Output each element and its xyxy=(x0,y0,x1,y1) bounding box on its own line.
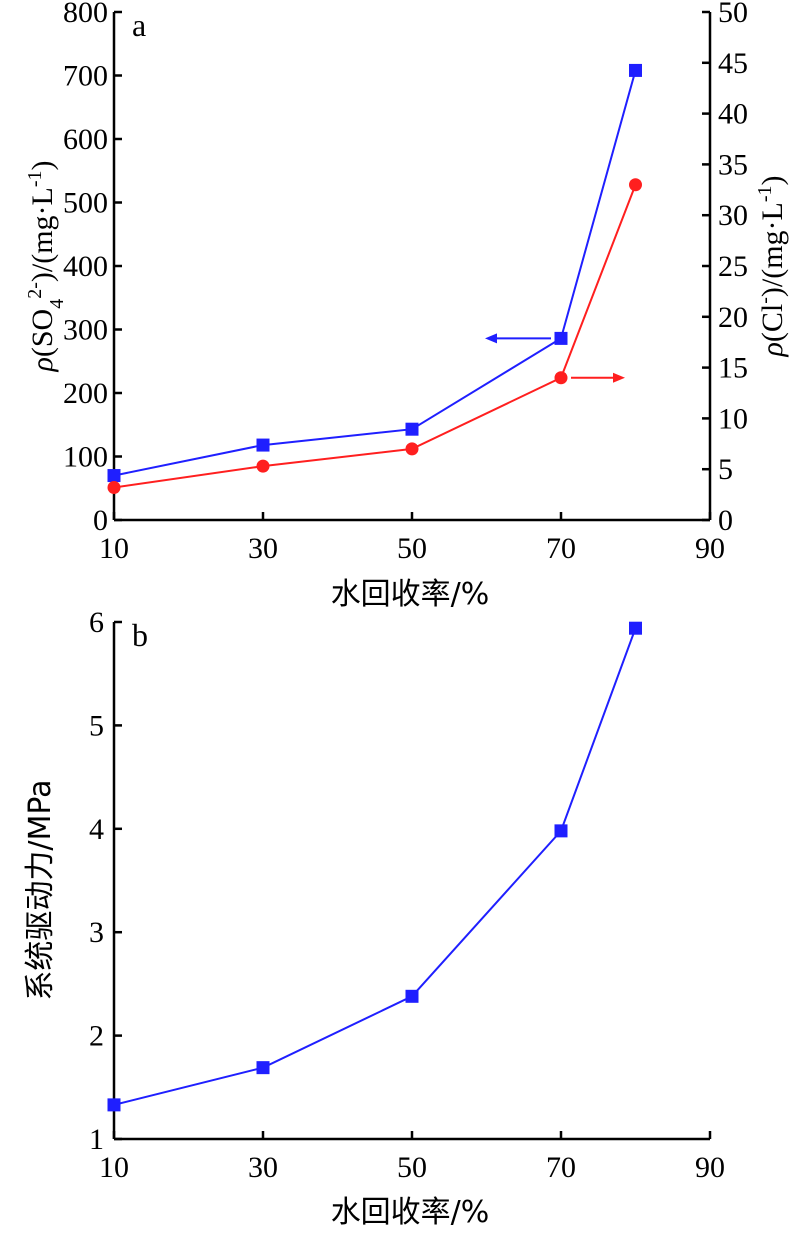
panel-b-series-0-point xyxy=(629,621,642,635)
panel-b-y-tick-label: 4 xyxy=(89,813,104,846)
panel-b-series-0-point xyxy=(554,824,568,838)
panel-a-left-y-tick-label: 700 xyxy=(63,60,108,93)
panel-a-series-0-point xyxy=(629,63,642,77)
panel-a-right-y-tick-label: 25 xyxy=(718,250,748,283)
panel-b-x-tick-label: 30 xyxy=(248,1151,278,1184)
panel-a-series-1-point xyxy=(554,371,568,385)
panel-a-series-0-point xyxy=(107,469,121,483)
panel-a-x-tick-label: 90 xyxy=(695,532,725,565)
panel-b-series-0-point xyxy=(405,989,419,1003)
panel-a-right-y-tick-label: 5 xyxy=(718,453,733,486)
panel-a-left-y-axis-label: ρ(SO42-)/(mg·L-1) xyxy=(24,160,68,372)
panel-a-x-tick-label: 70 xyxy=(546,532,576,565)
panel-a-left-y-tick-label: 100 xyxy=(63,441,108,474)
panel-b-x-tick-label: 70 xyxy=(546,1151,576,1184)
panel-b-series-0-line xyxy=(113,627,637,1106)
panel-a-left-y-tick-label: 800 xyxy=(63,0,108,29)
panel-a-arrow-left-head xyxy=(485,333,497,344)
panel-a-series-0-line xyxy=(113,70,637,477)
panel-a-series-1-point xyxy=(405,442,419,456)
panel-b-x-tick-label: 10 xyxy=(99,1151,129,1184)
panel-a-right-y-tick-label: 20 xyxy=(718,301,748,334)
panel-a-right-y-tick-label: 15 xyxy=(718,352,748,385)
panel-b-y-tick-label: 6 xyxy=(89,606,104,639)
panel-b-x-tick-label: 90 xyxy=(695,1151,725,1184)
panel-a-letter: a xyxy=(132,7,146,43)
panel-b-y-tick-label: 5 xyxy=(89,709,104,742)
panel-a-series-0-point xyxy=(405,422,419,436)
chart-panel-a: a ρ(SO42-)/(mg·L-1) ρ(Cl-)/(mg·L-1) 水回收率… xyxy=(24,0,789,612)
panel-a-series-1-point xyxy=(256,459,270,473)
panel-a-right-y-tick-label: 45 xyxy=(718,47,748,80)
panel-b-letter: b xyxy=(132,617,148,653)
panel-b-y-tick-label: 3 xyxy=(89,916,104,949)
panel-b-y-tick-label: 1 xyxy=(89,1123,104,1156)
panel-a-x-tick-label: 50 xyxy=(397,532,427,565)
panel-a-right-y-tick-label: 10 xyxy=(718,402,748,435)
panel-a-left-y-tick-label: 400 xyxy=(63,250,108,283)
panel-b-y-tick-label: 2 xyxy=(89,1020,104,1053)
panel-a-right-y-tick-label: 40 xyxy=(718,98,748,131)
panel-a-left-y-tick-label: 300 xyxy=(63,314,108,347)
panel-a-right-y-axis-label: ρ(Cl-)/(mg·L-1) xyxy=(754,175,789,357)
panel-b-x-tick-label: 50 xyxy=(397,1151,427,1184)
chart-panel-b: b 系统驱动力/MPa 水回收率/% 1 2 3 4 5 6 10 30 50 70 90 xyxy=(23,606,725,1230)
panel-b-x-axis-label: 水回收率/% xyxy=(331,1195,490,1230)
panel-a-right-y-tick-label: 30 xyxy=(718,199,748,232)
panel-a-x-tick-label: 10 xyxy=(99,532,129,565)
panel-a-right-y-tick-label: 50 xyxy=(718,0,748,29)
panel-a-right-y-tick-label: 35 xyxy=(718,148,748,181)
panel-a-right-y-tick-label: 0 xyxy=(718,504,733,537)
panel-a-left-y-tick-label: 500 xyxy=(63,187,108,220)
panel-a-left-y-tick-label: 600 xyxy=(63,123,108,156)
panel-a-series-0-point xyxy=(554,331,568,345)
panel-a-x-tick-label: 30 xyxy=(248,532,278,565)
panel-a-series-1-point xyxy=(107,480,121,494)
panel-a-x-axis-label: 水回收率/% xyxy=(331,577,490,612)
panel-b-series-0-point xyxy=(107,1098,121,1112)
panel-a-arrow-right-head xyxy=(613,372,625,383)
panel-a-series-0-point xyxy=(256,438,270,452)
panel-a-series-1-point xyxy=(629,178,642,192)
panel-b-series-0-point xyxy=(256,1061,270,1075)
panel-a-left-y-tick-label: 0 xyxy=(93,504,108,537)
panel-b-y-axis-label: 系统驱动力/MPa xyxy=(23,779,58,1000)
panel-a-left-y-tick-label: 200 xyxy=(63,377,108,410)
